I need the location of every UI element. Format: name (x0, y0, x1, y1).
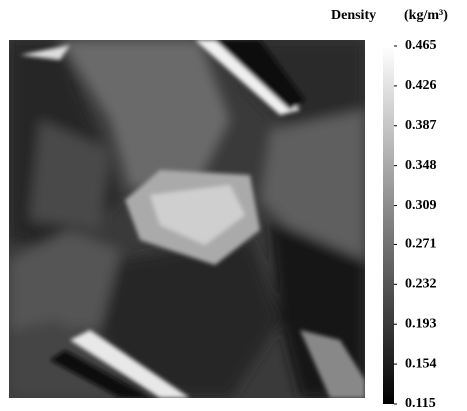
colorbar-unit: (kg/m³) (404, 8, 448, 23)
colorbar-tick-label: 0.193 (405, 316, 437, 331)
colorbar-title: Density (331, 8, 376, 23)
colorbar-tick-label: 0.348 (405, 158, 437, 173)
colorbar-tick-label: 0.271 (405, 237, 437, 252)
colorbar-tick-label: 0.115 (405, 396, 436, 411)
colorbar-tick-label: 0.309 (405, 198, 437, 213)
colorbar-tick-label: 0.232 (405, 277, 437, 292)
colorbar-tick-label: 0.387 (405, 118, 437, 133)
colorbar-tick-label: 0.465 (405, 38, 437, 53)
colorbar-tick-label: 0.426 (405, 78, 437, 93)
density-field (9, 40, 365, 398)
colorbar-tick-label: 0.154 (405, 356, 437, 371)
colorbar (383, 46, 394, 404)
figure: Density (kg/m³) 0.465 0.426 0.387 0.348 0.30… (0, 0, 467, 411)
